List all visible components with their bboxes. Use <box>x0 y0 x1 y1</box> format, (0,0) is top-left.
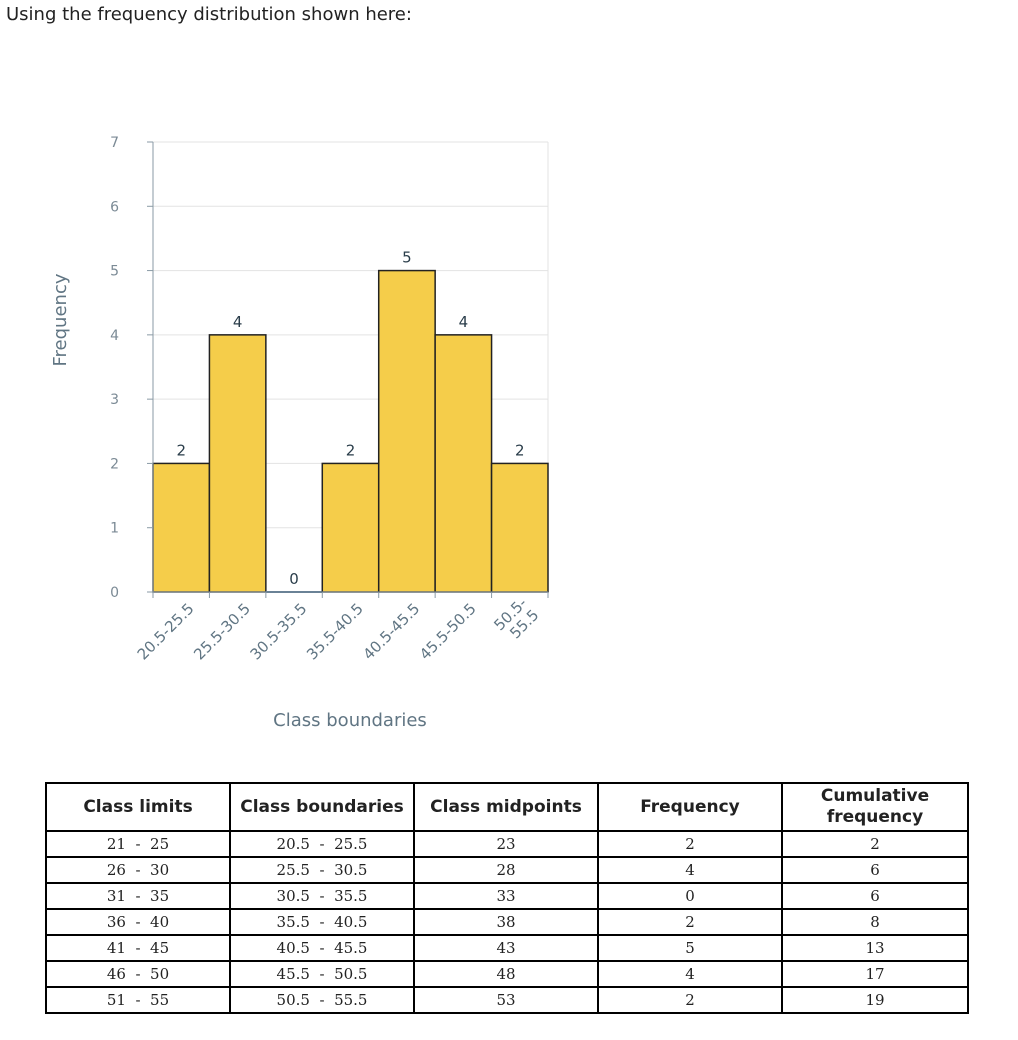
table-cell: 41 - 45 <box>45 934 231 962</box>
table-cell: 23 <box>413 830 599 858</box>
histogram-bar <box>321 462 380 593</box>
x-tick-label: 40.5-45.5 <box>359 600 423 664</box>
header-frequency: Frequency <box>597 782 783 832</box>
table-cell: 20.5 - 25.5 <box>229 830 415 858</box>
table-cell: 28 <box>413 856 599 884</box>
histogram-chart: 0 1 2 3 4 5 6 7 2 4 0 2 5 4 2 20.5-25.525.5-30.530.5-35… <box>50 135 549 731</box>
question-prompt: Using the frequency distribution shown h… <box>6 4 412 25</box>
table-cell: 36 - 40 <box>45 908 231 936</box>
bar-value-label: 2 <box>176 441 186 459</box>
x-tick-label: 35.5-40.5 <box>303 600 367 664</box>
x-tick-label-line: 45.5-50.5 <box>416 600 480 664</box>
table-row: 36 - 40 35.5 - 40.5 38 2 8 <box>45 908 969 936</box>
frequency-table: Class limits Class boundaries Class midp… <box>45 782 969 1014</box>
table-cell: 17 <box>781 960 969 988</box>
bar-value-label: 4 <box>459 313 469 331</box>
table-cell: 2 <box>597 986 783 1014</box>
x-tick-label: 20.5-25.5 <box>134 600 198 664</box>
table-cell: 2 <box>597 830 783 858</box>
x-tick-label-line: 20.5-25.5 <box>134 600 198 664</box>
header-class-boundaries: Class boundaries <box>229 782 415 832</box>
table-cell: 40.5 - 45.5 <box>229 934 415 962</box>
table-cell: 43 <box>413 934 599 962</box>
x-tick-label-line: 35.5-40.5 <box>303 600 367 664</box>
table-cell: 13 <box>781 934 969 962</box>
bar-value-label: 2 <box>515 441 525 459</box>
table-cell: 2 <box>597 908 783 936</box>
table-row: 46 - 50 45.5 - 50.5 48 4 17 <box>45 960 969 988</box>
table-cell: 31 - 35 <box>45 882 231 910</box>
table-cell: 5 <box>597 934 783 962</box>
bars <box>152 269 549 593</box>
table-cell: 25.5 - 30.5 <box>229 856 415 884</box>
y-tick-label: 5 <box>110 264 119 280</box>
x-tick-label-line: 30.5-35.5 <box>247 600 311 664</box>
table-row: 21 - 25 20.5 - 25.5 23 2 2 <box>45 830 969 858</box>
x-axis-title: Class boundaries <box>273 710 427 731</box>
table-cell: 35.5 - 40.5 <box>229 908 415 936</box>
table-header-row: Class limits Class boundaries Class midp… <box>45 782 969 832</box>
y-tick-label: 6 <box>110 199 119 215</box>
table-cell: 8 <box>781 908 969 936</box>
histogram-bar <box>152 462 211 593</box>
table-cell: 19 <box>781 986 969 1014</box>
table-cell: 21 - 25 <box>45 830 231 858</box>
x-tick-label: 25.5-30.5 <box>190 600 254 664</box>
x-tick-label: 45.5-50.5 <box>416 600 480 664</box>
bar-value-label: 0 <box>289 570 299 588</box>
table-row: 31 - 35 30.5 - 35.5 33 0 6 <box>45 882 969 910</box>
histogram-bar <box>434 334 493 593</box>
x-tick-label-line: 40.5-45.5 <box>359 600 423 664</box>
x-tick-label-line: 25.5-30.5 <box>190 600 254 664</box>
y-tick-label: 7 <box>110 135 119 151</box>
table-cell: 6 <box>781 856 969 884</box>
axes <box>147 141 549 598</box>
histogram-bar <box>208 334 267 593</box>
table-cell: 4 <box>597 960 783 988</box>
bar-value-label: 5 <box>402 249 412 267</box>
table-cell: 6 <box>781 882 969 910</box>
table-row: 41 - 45 40.5 - 45.5 43 5 13 <box>45 934 969 962</box>
table-cell: 45.5 - 50.5 <box>229 960 415 988</box>
x-tick-label: 50.5-55.5 <box>490 594 542 646</box>
table-row: 51 - 55 50.5 - 55.5 53 2 19 <box>45 986 969 1014</box>
y-tick-label: 1 <box>110 521 119 537</box>
header-class-limits: Class limits <box>45 782 231 832</box>
table-cell: 46 - 50 <box>45 960 231 988</box>
table-cell: 2 <box>781 830 969 858</box>
y-tick-label: 4 <box>110 328 119 344</box>
header-cumulative-frequency: Cumulative frequency <box>781 782 969 832</box>
bar-value-label: 2 <box>346 441 356 459</box>
table-cell: 33 <box>413 882 599 910</box>
table-cell: 51 - 55 <box>45 986 231 1014</box>
y-tick-label: 0 <box>110 585 119 601</box>
bar-value-label: 4 <box>233 313 243 331</box>
y-tick-label: 2 <box>110 456 119 472</box>
histogram-bar <box>377 269 436 593</box>
table-cell: 30.5 - 35.5 <box>229 882 415 910</box>
table-cell: 26 - 30 <box>45 856 231 884</box>
histogram-bar <box>490 462 549 593</box>
table-cell: 38 <box>413 908 599 936</box>
x-tick-label: 30.5-35.5 <box>247 600 311 664</box>
table-row: 26 - 30 25.5 - 30.5 28 4 6 <box>45 856 969 884</box>
table-cell: 48 <box>413 960 599 988</box>
y-axis-title: Frequency <box>50 273 71 366</box>
y-tick-label: 3 <box>110 392 119 408</box>
header-class-midpoints: Class midpoints <box>413 782 599 832</box>
table-cell: 53 <box>413 986 599 1014</box>
table-cell: 0 <box>597 882 783 910</box>
table-cell: 4 <box>597 856 783 884</box>
table-cell: 50.5 - 55.5 <box>229 986 415 1014</box>
